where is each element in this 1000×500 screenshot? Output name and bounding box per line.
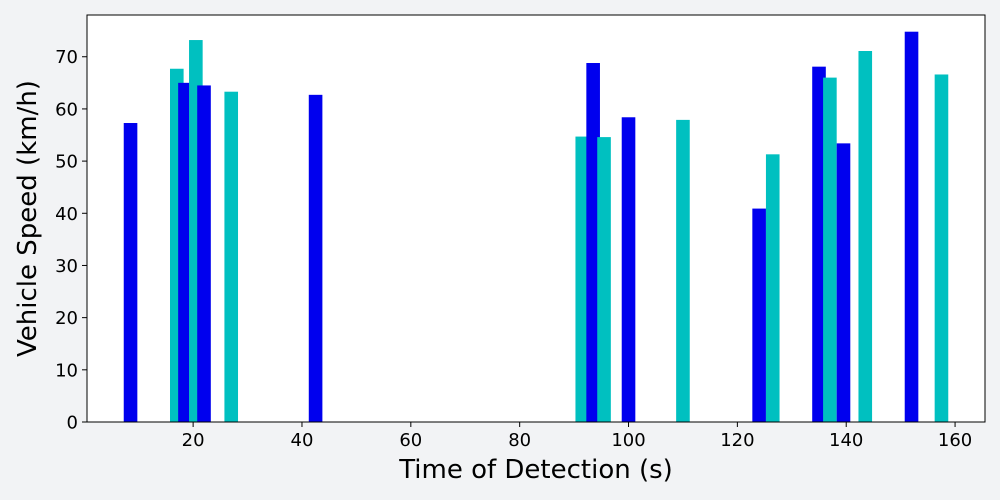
x-tick-label: 40 xyxy=(291,430,314,451)
bar-7 xyxy=(308,94,323,422)
y-tick-label: 70 xyxy=(55,47,78,68)
bar-9 xyxy=(586,63,600,422)
x-tick-label: 20 xyxy=(182,430,205,451)
y-tick-label: 40 xyxy=(55,204,78,225)
x-tick-label: 100 xyxy=(611,430,645,451)
bar-17 xyxy=(836,143,851,422)
x-tick-label: 60 xyxy=(399,430,422,451)
plot-frame xyxy=(86,14,986,423)
bar-12 xyxy=(676,119,690,422)
x-axis-ticks: 20 40 60 80 100 120 140 160 xyxy=(182,422,972,451)
bar-16 xyxy=(823,77,837,422)
bar-6 xyxy=(224,91,239,422)
x-axis-label: Time of Detection (s) xyxy=(398,455,673,485)
y-tick-label: 30 xyxy=(55,256,78,277)
bar-11 xyxy=(621,117,636,423)
bar-18 xyxy=(858,51,873,422)
y-axis-label: Vehicle Speed (km/h) xyxy=(13,80,43,357)
y-tick-label: 20 xyxy=(55,308,78,329)
bar-15 xyxy=(812,66,826,423)
bar-19 xyxy=(904,31,919,422)
x-tick-label: 80 xyxy=(508,430,531,451)
x-tick-label: 140 xyxy=(829,430,863,451)
x-tick-label: 120 xyxy=(720,430,754,451)
x-tick-label: 160 xyxy=(938,430,972,451)
y-tick-label: 60 xyxy=(55,99,78,120)
bar-14 xyxy=(765,154,780,423)
bar-13 xyxy=(752,208,766,422)
y-tick-label: 10 xyxy=(55,360,78,381)
y-axis-ticks: 0 10 20 30 40 50 60 70 xyxy=(55,47,87,434)
bar-8 xyxy=(575,136,590,423)
y-tick-label: 0 xyxy=(67,413,78,434)
bar-3 xyxy=(178,82,192,422)
bar-20 xyxy=(934,74,949,422)
bar-1 xyxy=(123,123,138,422)
y-tick-label: 50 xyxy=(55,152,78,173)
bar-5 xyxy=(197,85,211,422)
bar-10 xyxy=(597,137,611,422)
bar-series xyxy=(123,31,949,423)
